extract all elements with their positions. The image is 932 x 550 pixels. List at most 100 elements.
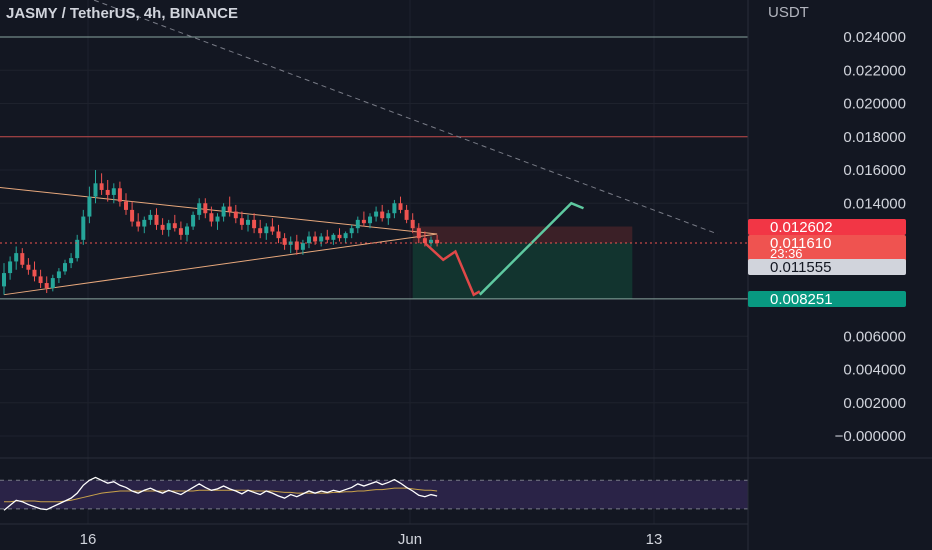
candle-body <box>130 209 135 222</box>
horizontal-lines[interactable] <box>0 36 748 300</box>
trendlines[interactable] <box>0 0 718 296</box>
candle-body <box>197 203 202 215</box>
candle-body <box>386 213 391 219</box>
time-tick-label: 13 <box>646 531 663 548</box>
candle-body <box>178 228 183 235</box>
candle-body <box>368 216 372 224</box>
candle-body <box>63 263 67 272</box>
candle-body <box>160 224 165 230</box>
stop-zone <box>412 226 633 243</box>
candle-body <box>185 226 189 235</box>
candle-body <box>435 239 440 244</box>
candle-body <box>75 239 80 259</box>
candle-body <box>124 201 128 210</box>
time-tick-label: 16 <box>80 531 97 548</box>
candle-body <box>14 253 19 262</box>
projection-paths[interactable] <box>424 201 584 297</box>
price-tick-label: −0.000000 <box>835 428 906 445</box>
price-badge-label: 0.012602 <box>770 219 833 236</box>
candle-body <box>374 211 379 217</box>
candle-body <box>252 219 257 229</box>
candle-body <box>429 239 433 244</box>
candle-body <box>416 228 421 239</box>
candle-body <box>154 214 159 225</box>
candle-body <box>99 183 104 190</box>
price-tick-label: 0.004000 <box>843 362 906 379</box>
candle-body <box>349 228 354 234</box>
trendline-dashed[interactable] <box>77 0 718 235</box>
rsi-line <box>3 476 438 511</box>
candle-body <box>209 213 214 222</box>
candle-body <box>8 261 13 274</box>
rsi-band <box>0 480 748 509</box>
candle-body <box>69 258 74 264</box>
candle-body <box>331 234 336 240</box>
price-tick-label: 0.002000 <box>843 395 906 412</box>
candle-body <box>2 273 6 287</box>
candle-body <box>258 228 263 234</box>
trendline-triangle-upper[interactable] <box>0 186 438 235</box>
candle-body <box>221 206 226 217</box>
candle-body <box>313 236 318 242</box>
candlesticks <box>2 170 440 295</box>
countdown-badge <box>748 248 906 262</box>
candle-body <box>410 219 415 229</box>
rsi-pane <box>0 476 748 511</box>
candle-body <box>56 271 61 279</box>
price-tick-label: 0.018000 <box>843 129 906 146</box>
price-tick-label: 0.016000 <box>843 162 906 179</box>
price-badge-label: 0.008251 <box>770 291 833 308</box>
trendline-triangle-lower[interactable] <box>3 233 438 296</box>
candle-body <box>355 219 360 229</box>
candle-body <box>136 221 141 227</box>
price-badge-label: 0.011555 <box>770 259 831 276</box>
position-zones <box>412 226 633 299</box>
candle-body <box>50 278 55 289</box>
candle-body <box>148 214 153 220</box>
candle-body <box>325 236 330 240</box>
candle-body <box>422 238 427 244</box>
candle-body <box>203 203 208 214</box>
candle-body <box>404 209 409 220</box>
price-scale[interactable]: USDT 0.024000 0.022000 0.020000 0.018000 0.0… <box>768 4 906 445</box>
time-tick-label: Jun <box>398 531 422 548</box>
candle-body <box>32 269 37 277</box>
price-badge <box>748 291 906 307</box>
candle-body <box>270 226 275 232</box>
candle-body <box>233 211 238 219</box>
price-tick-label: 0.022000 <box>843 62 906 79</box>
candle-body <box>361 219 366 224</box>
price-tick-label: 0.006000 <box>843 328 906 345</box>
price-badge-label: 23:36 <box>770 246 803 261</box>
price-badge <box>748 235 906 251</box>
rebound-projection-path[interactable] <box>478 201 584 296</box>
price-badge <box>748 219 906 235</box>
symbol-title[interactable]: JASMY / TetherUS, 4h, BINANCE <box>6 5 238 22</box>
price-tick-label: 0.020000 <box>843 96 906 113</box>
candle-body <box>392 203 397 214</box>
bearish-projection-path[interactable] <box>424 242 481 297</box>
candle-body <box>26 264 31 270</box>
candle-body <box>264 226 269 234</box>
candle-body <box>239 218 244 225</box>
candle-body <box>20 253 25 265</box>
candle-body <box>105 189 110 195</box>
candle-body <box>191 214 196 227</box>
candle-body <box>227 206 232 212</box>
candle-body <box>38 276 43 284</box>
candle-body <box>117 188 122 202</box>
price-badge <box>748 259 906 275</box>
candle-body <box>300 243 305 250</box>
price-tick-label: 0.024000 <box>843 29 906 46</box>
candle-body <box>142 219 147 227</box>
candle-body <box>111 188 116 195</box>
candle-body <box>87 196 92 217</box>
price-badge-label: 0.011610 <box>770 235 831 252</box>
rsi-ma-line <box>4 487 438 503</box>
candle-body <box>398 203 403 210</box>
candle-body <box>294 241 299 250</box>
candle-body <box>246 219 250 225</box>
time-scale[interactable]: 16 Jun 13 <box>80 531 663 548</box>
